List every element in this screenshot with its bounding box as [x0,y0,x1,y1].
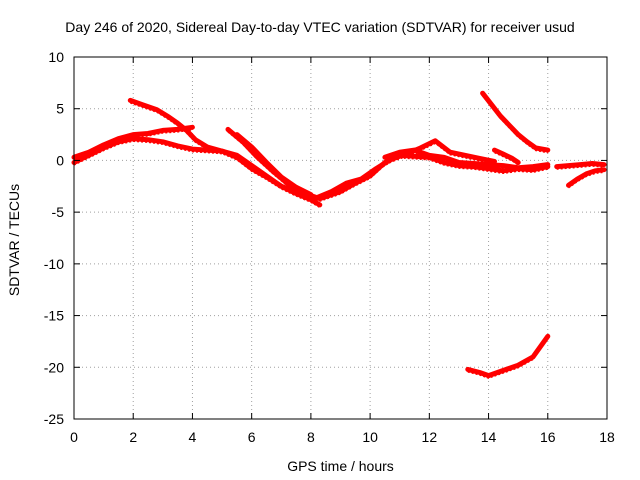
y-tick-label: -20 [44,359,64,375]
x-tick-label: 14 [481,429,497,445]
series-jitter-s6 [384,151,548,171]
series-line-s6 [382,147,551,171]
x-tick-label: 8 [307,429,315,445]
series-line-s5 [234,132,314,198]
x-tick-label: 0 [70,429,78,445]
y-tick-label: -5 [52,204,65,220]
x-tick-label: 16 [540,429,556,445]
x-tick-label: 18 [599,429,615,445]
plot-frame [73,56,608,420]
y-tick-label: 10 [48,49,64,65]
y-tick-label: 5 [56,101,64,117]
series-line-s8 [492,147,521,165]
series-line-s7 [480,90,551,153]
x-tick-label: 10 [362,429,378,445]
series-group [71,90,607,379]
series-jitter-s2 [73,129,193,161]
series-line-s9 [554,161,607,170]
series-line-s11 [465,333,551,379]
series-jitter-s8 [494,151,519,166]
x-tick-label: 2 [129,429,137,445]
x-tick-label: 12 [422,429,438,445]
y-tick-label: -15 [44,308,64,324]
x-tick-label: 6 [248,429,256,445]
series-jitter-s10 [568,171,605,189]
series-jitter-s7 [482,95,548,154]
series-jitter-s11 [467,338,549,379]
chart-title: Day 246 of 2020, Sidereal Day-to-day VTE… [65,19,575,35]
axis-ticks: 0 2 4 6 8 10 12 14 16 18 10 5 0 -5 -10 -15 -20 -25 [44,49,615,445]
series-jitter-s4 [227,131,495,201]
y-tick-label: -10 [44,256,64,272]
x-tick-label: 4 [189,429,197,445]
y-tick-label: -25 [44,411,64,427]
series-line-s10 [566,167,607,188]
y-tick-label: 0 [56,152,64,168]
series-jitter-s5 [236,136,312,198]
x-axis-label: GPS time / hours [287,458,394,474]
series-line-s3 [127,97,323,208]
series-line-s2 [71,124,195,160]
